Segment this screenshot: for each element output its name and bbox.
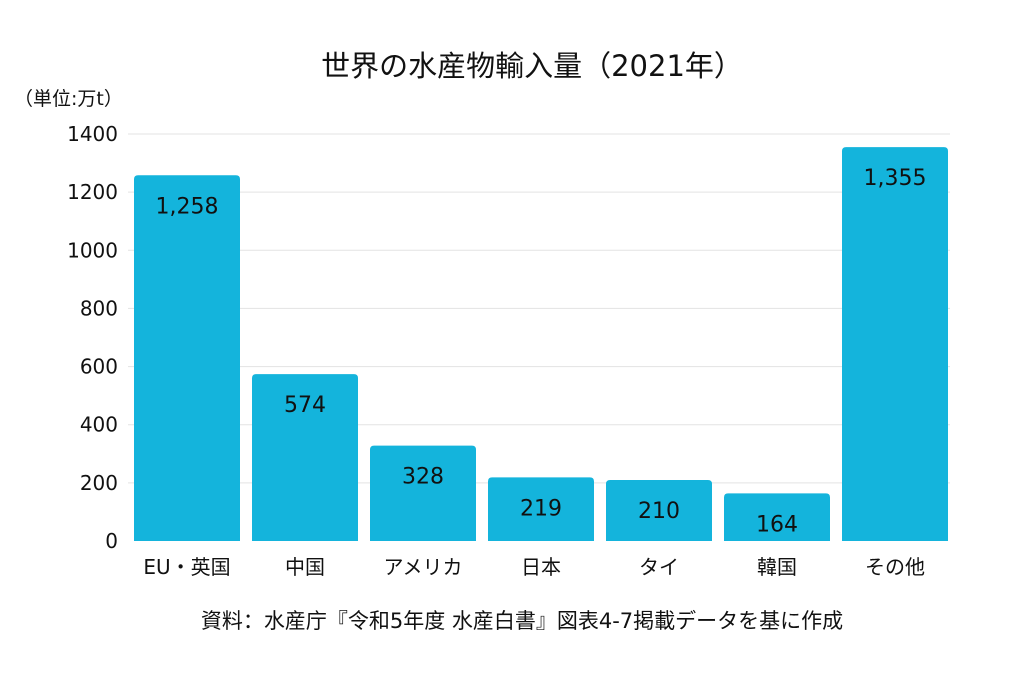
y-tick-label: 1400 bbox=[67, 122, 118, 146]
x-category-label: 中国 bbox=[285, 555, 325, 579]
bar-value-label: 1,258 bbox=[156, 194, 219, 219]
bar-value-label: 1,355 bbox=[864, 166, 927, 191]
unit-label: （単位:万t） bbox=[14, 88, 123, 110]
y-tick-label: 0 bbox=[105, 529, 118, 553]
x-category-label: アメリカ bbox=[384, 555, 463, 579]
x-axis-labels: EU・英国 中国 アメリカ 日本 タイ 韓国 その他 bbox=[143, 555, 925, 579]
y-tick-label: 1200 bbox=[67, 180, 118, 204]
bar-value-label: 219 bbox=[520, 496, 562, 521]
bar-value-label: 210 bbox=[638, 499, 680, 524]
x-category-label: 日本 bbox=[521, 555, 561, 579]
bar bbox=[370, 445, 476, 541]
x-category-label: タイ bbox=[639, 555, 679, 579]
chart-title: 世界の水産物輸入量（2021年） bbox=[321, 49, 743, 83]
y-tick-label: 400 bbox=[80, 413, 118, 437]
y-tick-label: 1000 bbox=[67, 238, 118, 262]
x-category-label: その他 bbox=[865, 555, 925, 579]
gridlines bbox=[128, 133, 950, 484]
bar bbox=[488, 477, 594, 541]
bars: 1,258 574 328 219 210 164 1,355 bbox=[134, 147, 948, 541]
bar bbox=[134, 175, 240, 541]
bar-value-label: 574 bbox=[284, 393, 326, 418]
bar bbox=[252, 374, 358, 541]
x-category-label: 韓国 bbox=[757, 555, 797, 579]
source-note: 資料：水産庁『令和5年度 水産白書』図表4-7掲載データを基に作成 bbox=[201, 609, 843, 633]
y-axis-ticks: 0 200 400 600 800 1000 1200 1400 bbox=[67, 122, 118, 553]
bar-value-label: 164 bbox=[756, 512, 798, 537]
bar bbox=[842, 147, 948, 541]
bar-value-label: 328 bbox=[402, 465, 444, 490]
bar bbox=[606, 479, 712, 541]
y-tick-label: 800 bbox=[80, 296, 118, 320]
x-category-label: EU・英国 bbox=[143, 555, 230, 579]
bar bbox=[724, 493, 830, 541]
y-tick-label: 200 bbox=[80, 471, 118, 495]
y-tick-label: 600 bbox=[80, 355, 118, 379]
